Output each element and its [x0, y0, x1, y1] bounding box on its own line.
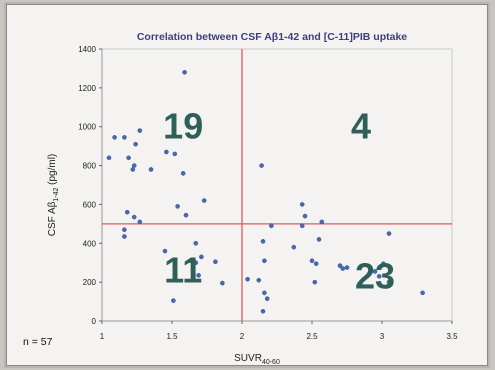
y-tick-label: 800: [83, 162, 97, 171]
x-tick-label: 3: [380, 332, 385, 341]
y-tick-label: 400: [83, 239, 97, 248]
x-axis-label: SUVR40-60: [234, 353, 280, 365]
data-point: [182, 70, 187, 75]
data-point: [220, 280, 225, 286]
data-point: [262, 258, 267, 264]
y-tick-label: 0: [92, 317, 97, 326]
data-point: [137, 128, 143, 133]
chart-frame: Correlation between CSF Aβ1-42 and [C-11…: [6, 4, 488, 366]
data-point: [130, 167, 136, 172]
data-point: [340, 266, 346, 271]
data-point: [124, 209, 130, 215]
data-point: [106, 155, 112, 161]
x-tick-label: 2.5: [306, 332, 318, 341]
y-axis-label-unit: (pg/ml): [47, 154, 58, 188]
data-point: [199, 254, 204, 260]
data-point: [131, 163, 137, 168]
data-point: [122, 227, 127, 232]
scatter-chart: Correlation between CSF Aβ1-42 and [C-11…: [23, 31, 458, 365]
x-tick-label: 2: [240, 332, 245, 341]
x-tick-label: 1.5: [166, 332, 178, 341]
x-axis-label-subscript: 40-60: [262, 359, 280, 365]
y-axis-label-main: CSF Aβ: [47, 201, 58, 236]
plot-border: [101, 48, 453, 322]
data-point: [245, 276, 250, 282]
data-point: [131, 214, 137, 220]
data-point: [122, 135, 127, 140]
data-point: [420, 290, 425, 296]
x-tick-label: 3.5: [446, 332, 458, 341]
data-point: [309, 258, 315, 264]
data-point: [187, 258, 193, 264]
data-point: [196, 273, 201, 278]
data-point: [193, 240, 199, 246]
data-point: [171, 298, 176, 303]
data-point: [148, 167, 154, 172]
data-point: [126, 155, 131, 161]
data-point: [201, 198, 207, 203]
data-point: [313, 261, 319, 266]
data-point: [372, 269, 378, 274]
data-point: [262, 290, 267, 296]
sample-size-label: n = 57: [23, 336, 53, 348]
data-point: [137, 219, 143, 225]
data-point: [299, 223, 305, 229]
data-point: [256, 277, 262, 283]
y-axis-label-subscript: 1-42: [53, 188, 60, 202]
chart-title: Correlation between CSF Aβ1-42 and [C-11…: [137, 31, 407, 43]
data-point: [112, 135, 117, 140]
data-point: [337, 263, 343, 268]
data-point: [193, 260, 199, 266]
data-point: [260, 239, 266, 244]
y-axis-label: CSF Aβ1-42 (pg/ml): [47, 154, 60, 237]
data-points: [106, 70, 425, 314]
plot-area: [101, 48, 453, 322]
data-point: [133, 141, 138, 147]
data-point: [264, 296, 270, 301]
data-point: [312, 279, 318, 285]
data-point: [302, 213, 308, 219]
data-point: [172, 151, 178, 157]
y-tick-label: 1000: [78, 123, 96, 132]
count-lower-left: 11: [164, 249, 202, 290]
data-point: [269, 223, 274, 229]
data-point: [162, 248, 168, 254]
count-upper-right: 4: [351, 106, 371, 147]
data-point: [386, 231, 392, 236]
quadrant-counts: 19 4 11 23: [163, 106, 395, 297]
data-point: [180, 171, 186, 176]
data-point: [291, 244, 297, 250]
x-axis-ticks: 1 1.5 2 2.5 3 3.5: [100, 321, 458, 341]
data-point: [381, 261, 386, 266]
data-point: [316, 237, 322, 242]
data-point: [259, 163, 264, 168]
count-upper-left: 19: [163, 106, 203, 147]
y-tick-label: 1400: [78, 45, 96, 54]
y-tick-label: 200: [83, 278, 97, 287]
data-point: [183, 212, 189, 218]
data-point: [164, 149, 169, 155]
y-tick-label: 600: [83, 200, 97, 209]
x-tick-label: 1: [100, 332, 105, 341]
data-point: [376, 274, 382, 279]
data-point: [122, 234, 127, 239]
x-axis-label-main: SUVR: [234, 353, 262, 364]
data-point: [175, 204, 180, 209]
data-point: [213, 259, 218, 265]
y-axis-ticks: 0 200 400 600 800 1000 1200 1400: [78, 45, 102, 326]
data-point: [260, 308, 266, 314]
y-tick-label: 1200: [78, 84, 96, 93]
data-point: [386, 279, 392, 285]
data-point: [344, 265, 350, 270]
data-point: [319, 219, 325, 225]
data-point: [299, 202, 305, 207]
count-lower-right: 23: [355, 255, 395, 296]
